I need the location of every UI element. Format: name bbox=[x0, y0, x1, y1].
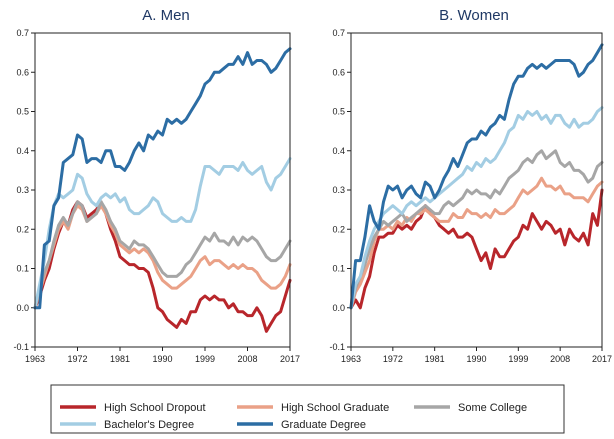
women-y-tick-label: 0.3 bbox=[332, 185, 345, 195]
women-series-high-school-graduate bbox=[349, 176, 604, 310]
men-series bbox=[33, 47, 292, 333]
men-y-tick-label: 0.0 bbox=[16, 303, 29, 313]
women-y-tick-label: 0.5 bbox=[332, 107, 345, 117]
women-series bbox=[349, 43, 604, 310]
legend-label-high-school-graduate: High School Graduate bbox=[281, 402, 389, 414]
women-x-tick-label: 1963 bbox=[341, 354, 361, 364]
women-x-axis-ticks: 1963 1972 1981 1990 1999 2008 2017 bbox=[341, 347, 612, 364]
women-y-tick-label: -0.1 bbox=[329, 342, 345, 352]
women-y-tick-label: 0.7 bbox=[332, 28, 345, 38]
legend-label-graduate-degree: Graduate Degree bbox=[281, 419, 366, 431]
men-y-tick-label: 0.4 bbox=[16, 146, 29, 156]
women-series-high-school-dropout bbox=[349, 188, 604, 310]
women-x-tick-label: 1990 bbox=[466, 354, 486, 364]
women-y-tick-label: 0.4 bbox=[332, 146, 345, 156]
women-panel-title: B. Women bbox=[439, 7, 509, 24]
women-x-tick-label: 2017 bbox=[592, 354, 612, 364]
legend-label-bachelors-degree: Bachelor's Degree bbox=[104, 419, 194, 431]
legend-label-some-college: Some College bbox=[458, 402, 527, 414]
women-y-tick-label: 0.2 bbox=[332, 224, 345, 234]
men-x-axis-ticks: 1963 1972 1981 1990 1999 2008 2017 bbox=[25, 347, 300, 364]
legend: High School Dropout High School Graduate… bbox=[50, 384, 565, 434]
legend-label-high-school-dropout: High School Dropout bbox=[104, 402, 206, 414]
women-x-tick-label: 1972 bbox=[383, 354, 403, 364]
men-x-tick-label: 2008 bbox=[237, 354, 257, 364]
men-x-tick-label: 2017 bbox=[280, 354, 300, 364]
men-x-tick-label: 1963 bbox=[25, 354, 45, 364]
women-panel: B. Women -0.1 0.0 0.1 0.2 0.3 0.4 0.5 0.6 0.7 19… bbox=[329, 7, 612, 364]
men-series-graduate-degree bbox=[33, 47, 292, 310]
women-y-tick-label: 0.6 bbox=[332, 67, 345, 77]
women-y-axis-ticks: -0.1 0.0 0.1 0.2 0.3 0.4 0.5 0.6 0.7 bbox=[329, 28, 351, 352]
women-series-some-college bbox=[349, 149, 604, 310]
men-y-tick-label: 0.1 bbox=[16, 264, 29, 274]
men-panel-title: A. Men bbox=[142, 7, 190, 24]
women-x-tick-label: 2008 bbox=[550, 354, 570, 364]
women-series-bachelor-s-degree bbox=[349, 106, 604, 310]
men-x-tick-label: 1990 bbox=[152, 354, 172, 364]
men-x-tick-label: 1999 bbox=[195, 354, 215, 364]
men-panel: A. Men -0.1 0.0 0.1 0.2 0.3 0.4 0.5 0.6 0.7 1963… bbox=[13, 7, 300, 364]
women-y-tick-label: 0.0 bbox=[332, 303, 345, 313]
women-plot-frame bbox=[350, 32, 603, 348]
men-series-bachelor-s-degree bbox=[33, 157, 292, 310]
women-x-tick-label: 1981 bbox=[425, 354, 445, 364]
men-series-some-college bbox=[33, 200, 292, 310]
men-y-tick-label: 0.3 bbox=[16, 185, 29, 195]
women-series-graduate-degree bbox=[349, 43, 604, 310]
women-x-tick-label: 1999 bbox=[508, 354, 528, 364]
women-y-tick-label: 0.1 bbox=[332, 264, 345, 274]
men-y-tick-label: 0.2 bbox=[16, 224, 29, 234]
men-y-tick-label: 0.7 bbox=[16, 28, 29, 38]
men-x-tick-label: 1972 bbox=[67, 354, 87, 364]
men-plot-frame bbox=[34, 32, 291, 348]
men-y-tick-label: -0.1 bbox=[13, 342, 29, 352]
legend-box bbox=[50, 384, 565, 434]
men-y-tick-label: 0.5 bbox=[16, 107, 29, 117]
men-x-tick-label: 1981 bbox=[110, 354, 130, 364]
men-y-axis-ticks: -0.1 0.0 0.1 0.2 0.3 0.4 0.5 0.6 0.7 bbox=[13, 28, 35, 352]
men-y-tick-label: 0.6 bbox=[16, 67, 29, 77]
